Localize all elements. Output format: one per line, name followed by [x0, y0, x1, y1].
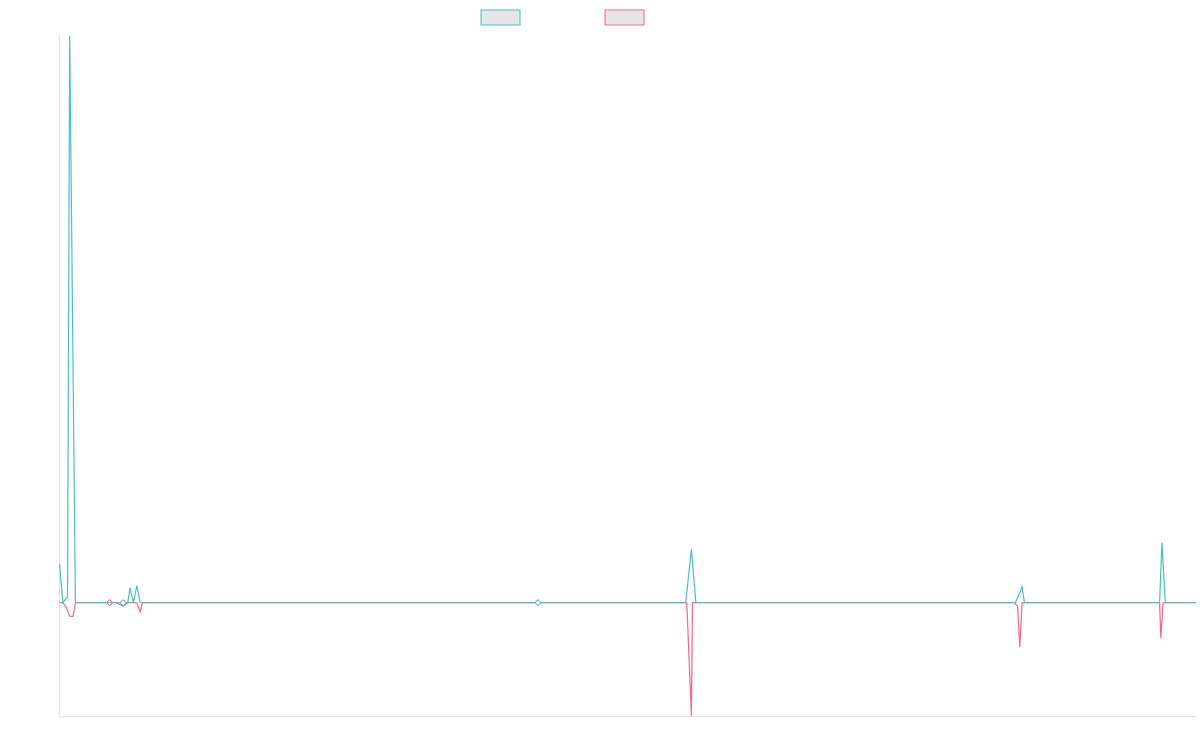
series-1-line[interactable] [58, 35, 1197, 605]
series-2-line[interactable] [59, 602, 1197, 717]
series-1-point-2[interactable] [534, 598, 542, 607]
axes [59, 36, 1196, 717]
plot-area [58, 35, 1197, 717]
legend-swatch-series-1[interactable] [480, 9, 521, 26]
series-2 [59, 598, 1197, 717]
legend [480, 9, 645, 26]
legend-swatch-series-2[interactable] [604, 9, 645, 26]
series-1 [58, 35, 1197, 607]
series-1-point-1[interactable] [119, 598, 127, 607]
